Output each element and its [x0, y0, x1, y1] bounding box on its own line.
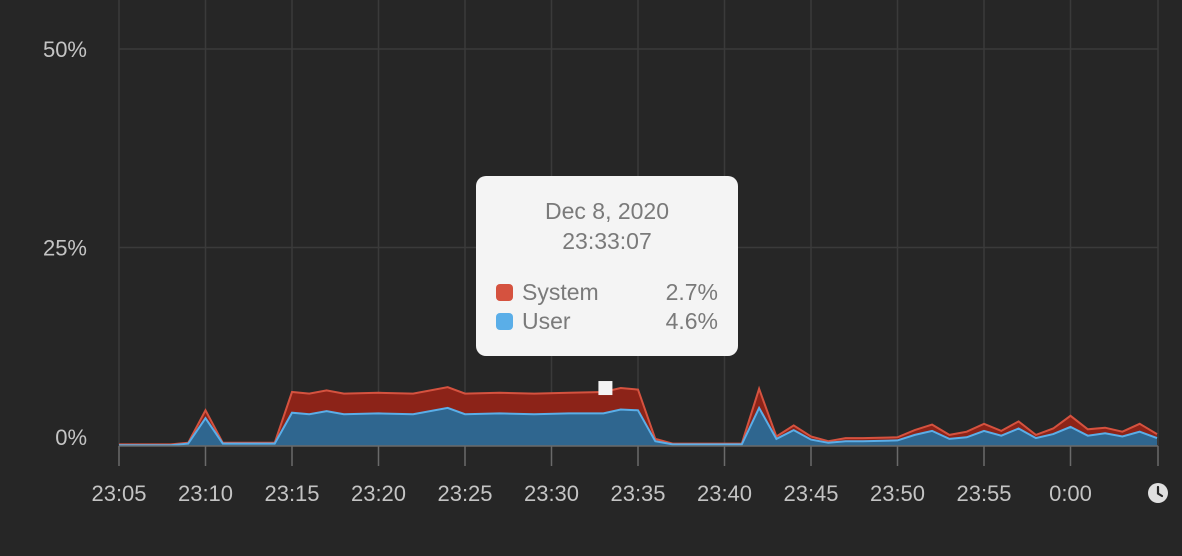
tooltip-series-name: System	[522, 279, 599, 305]
hover-marker	[598, 381, 613, 396]
tooltip-series-name: User	[522, 308, 571, 334]
x-tick-label: 23:40	[697, 481, 752, 506]
x-tick-label: 0:00	[1049, 481, 1092, 506]
stacked-areas	[119, 387, 1157, 446]
system-swatch	[496, 284, 513, 301]
x-tick-label: 23:05	[91, 481, 146, 506]
y-tick-label: 25%	[43, 236, 87, 261]
line-user	[119, 405, 1158, 447]
tooltip-row-user: User 4.6%	[496, 307, 718, 336]
x-tick-label: 23:25	[437, 481, 492, 506]
x-tick-label: 23:55	[956, 481, 1011, 506]
x-tick-label: 23:50	[870, 481, 925, 506]
series-lines	[119, 385, 1158, 447]
x-tick-label: 23:20	[351, 481, 406, 506]
x-tick-label: 23:15	[264, 481, 319, 506]
y-tick-label: 0%	[55, 425, 87, 450]
area-user	[119, 407, 1157, 446]
x-axis-ticks: 23:05 23:10 23:15 23:20 23:25 23:30 23:35 23:40…	[91, 481, 1091, 506]
hover-tooltip: Dec 8, 2020 23:33:07 System 2.7% User 4.…	[476, 176, 738, 356]
x-tick-label: 23:35	[610, 481, 665, 506]
x-axis	[118, 445, 1159, 466]
x-tick-label: 23:30	[524, 481, 579, 506]
x-tick-label: 23:10	[178, 481, 233, 506]
tooltip-date: Dec 8, 2020	[544, 198, 670, 224]
y-tick-label: 50%	[43, 37, 87, 62]
y-axis-ticks: 0% 25% 50%	[43, 37, 87, 450]
tooltip-series-value: 2.7%	[665, 279, 718, 305]
tooltip-time: 23:33:07	[562, 228, 652, 254]
tooltip-series-value: 4.6%	[665, 308, 718, 334]
area-system	[119, 387, 1157, 446]
x-tick-label: 23:45	[783, 481, 838, 506]
user-swatch	[496, 313, 513, 330]
tooltip-row-system: System 2.7%	[496, 278, 718, 307]
clock-icon[interactable]	[1147, 482, 1169, 504]
